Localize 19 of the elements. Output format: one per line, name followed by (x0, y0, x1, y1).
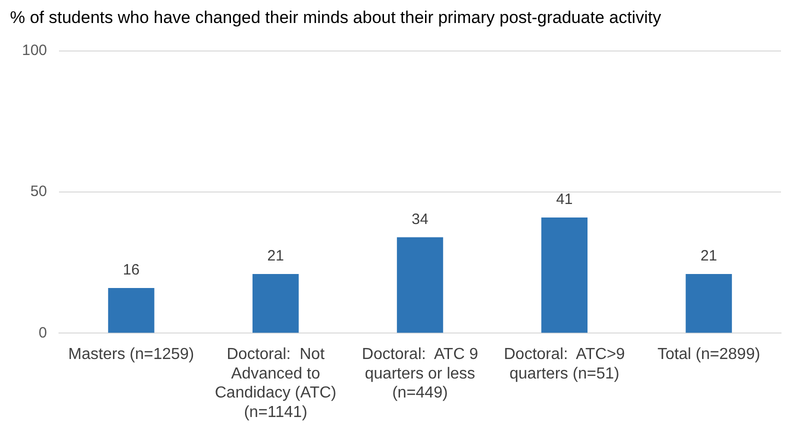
data-label: 41 (556, 191, 573, 208)
x-tick-label: Doctoral: ATC 9 quarters or less (n=449) (362, 346, 478, 402)
bar (108, 288, 154, 333)
bar (686, 274, 732, 333)
x-tick-label: Doctoral: Not Advanced to Candidacy (ATC) (n=1141) (214, 346, 336, 421)
chart-title: % of students who have changed their minds about their primary post-graduate activity (10, 8, 662, 28)
x-tick-label: Total (n=2899) (657, 346, 760, 364)
y-tick-label: 50 (30, 183, 48, 200)
data-label: 21 (700, 248, 718, 265)
bar (252, 274, 299, 333)
data-label: 34 (412, 210, 428, 228)
bar (396, 237, 444, 333)
y-tick-label: 100 (22, 42, 48, 60)
y-tick-label: 0 (38, 324, 48, 342)
x-tick-label: Doctoral: ATC>9 quarters (n=51) (504, 346, 626, 382)
bar (541, 218, 588, 333)
data-label: 21 (267, 248, 284, 265)
x-tick-label: Masters (n=1259) (68, 346, 194, 364)
data-label: 16 (122, 262, 140, 279)
